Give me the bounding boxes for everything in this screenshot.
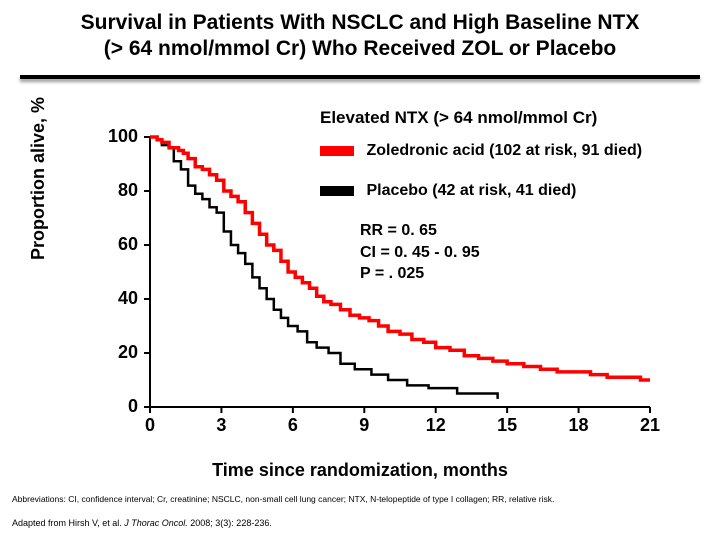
chart-subtitle: Elevated NTX (> 64 nmol/mmol Cr)	[320, 108, 597, 128]
x-tick: 12	[416, 415, 456, 436]
citation-journal: J Thorac Oncol.	[124, 518, 188, 528]
x-tick: 15	[487, 415, 527, 436]
slide: Survival in Patients With NSCLC and High…	[0, 0, 720, 540]
y-tick: 0	[98, 396, 138, 417]
chart-area	[50, 132, 660, 442]
x-tick: 0	[130, 415, 170, 436]
survival-chart	[50, 132, 660, 442]
citation: Adapted from Hirsh V, et al. J Thorac On…	[12, 518, 272, 528]
x-tick: 3	[201, 415, 241, 436]
y-axis-label: Proportion alive, %	[28, 97, 49, 260]
title-line-2: (> 64 nmol/mmol Cr) Who Received ZOL or …	[104, 37, 616, 60]
x-tick: 21	[630, 415, 670, 436]
y-tick: 60	[98, 234, 138, 255]
x-axis-label: Time since randomization, months	[0, 460, 720, 481]
x-tick: 9	[344, 415, 384, 436]
y-tick: 80	[98, 180, 138, 201]
x-tick: 18	[559, 415, 599, 436]
citation-prefix: Adapted from Hirsh V, et al.	[12, 518, 124, 528]
y-tick: 20	[98, 342, 138, 363]
slide-title: Survival in Patients With NSCLC and High…	[20, 10, 700, 63]
citation-suffix: 2008; 3(3): 228-236.	[190, 518, 272, 528]
title-line-1: Survival in Patients With NSCLC and High…	[81, 11, 640, 34]
y-tick: 100	[98, 126, 138, 147]
title-rule	[20, 75, 700, 79]
x-tick: 6	[273, 415, 313, 436]
abbreviations: Abbreviations: CI, confidence interval; …	[12, 494, 554, 504]
y-tick: 40	[98, 288, 138, 309]
